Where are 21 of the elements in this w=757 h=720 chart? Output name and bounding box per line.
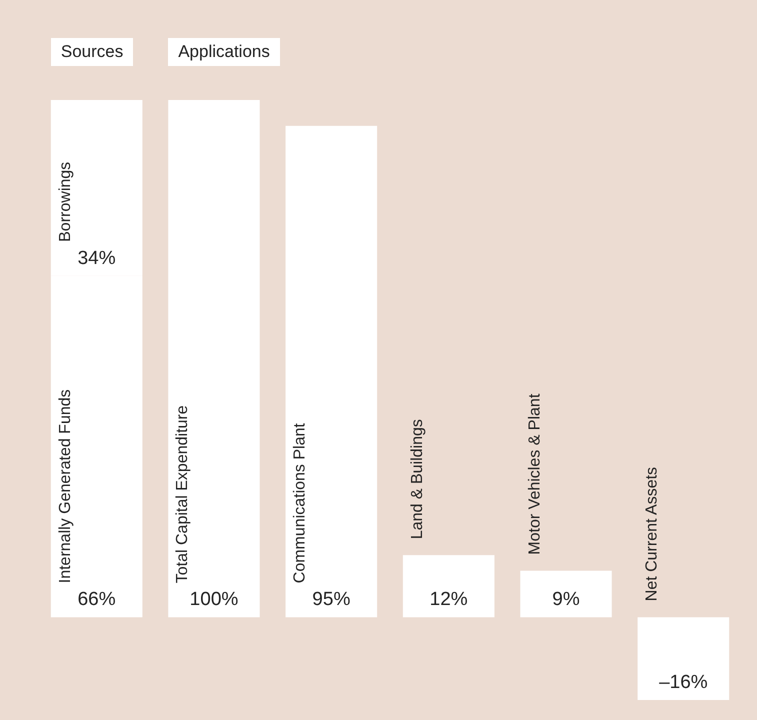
data-label: 95% [312,589,350,610]
bar [402,555,494,618]
data-label: 12% [430,589,468,610]
x-tick-label: Total Capital Expenditure [174,405,192,584]
text: Applications [168,38,280,66]
data-label: –16% [659,672,708,693]
bar [638,617,730,700]
x-tick-label: Communications Plant [292,422,309,584]
x-tick-label: Net Current Assets [644,466,661,602]
text: Sources [50,38,134,66]
x-tick-label: Land & Buildings [408,419,426,540]
bar [520,570,612,618]
data-label: 66% [78,589,116,610]
data-label: 9% [552,589,580,610]
x-tick-label: Motor Vehicles & Plant [526,393,544,555]
series-label: Internally Generated Funds [56,389,74,584]
data-label: 100% [190,589,238,610]
series-label: Borrowings [56,162,74,242]
bar [168,100,260,618]
data-label: 34% [78,248,116,269]
bar [286,126,378,618]
